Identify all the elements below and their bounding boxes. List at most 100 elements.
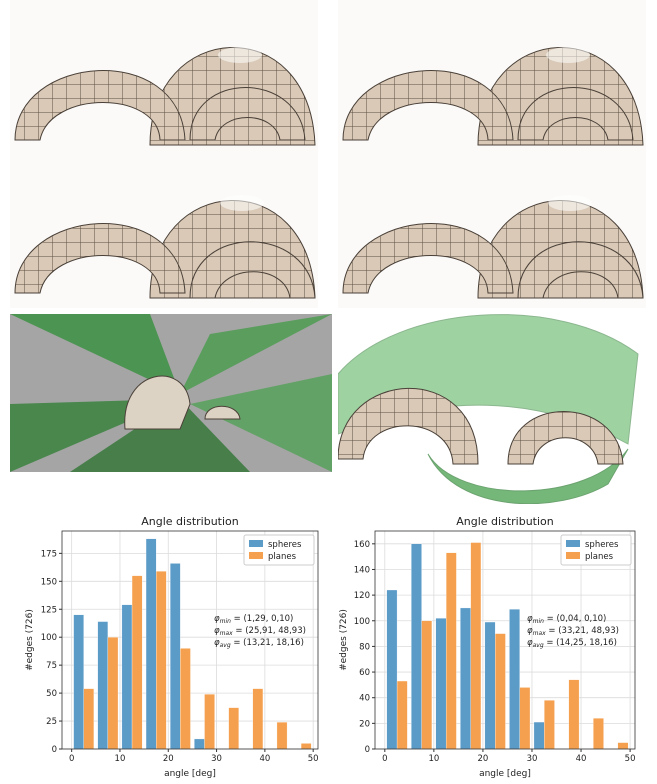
y-tick-label: 100 xyxy=(41,633,57,643)
plot-frame xyxy=(374,530,636,750)
bar-spheres xyxy=(145,538,157,750)
x-tick-label: 40 xyxy=(576,754,587,764)
bar-spheres xyxy=(484,621,496,750)
legend-swatch-spheres xyxy=(249,540,263,547)
bar-planes xyxy=(495,633,506,750)
x-axis-label: angle [deg] xyxy=(479,769,531,779)
x-tick-label: 0 xyxy=(382,754,387,764)
bar-planes xyxy=(568,679,580,750)
bar-planes xyxy=(300,743,312,750)
x-tick-label: 20 xyxy=(478,754,489,764)
bar-spheres xyxy=(386,589,398,750)
x-tick-label: 0 xyxy=(69,754,74,764)
bar-spheres xyxy=(435,618,447,750)
legend-swatch-planes xyxy=(566,552,580,559)
x-tick-label: 40 xyxy=(259,754,270,764)
y-tick-label: 75 xyxy=(46,661,57,671)
bar-planes xyxy=(617,742,629,750)
shell-render xyxy=(342,47,644,146)
angle-distribution-chart-right: Angle distribution 0 20 40 60 80 100 120 140 160 0… xyxy=(330,510,657,780)
x-tick-label: 50 xyxy=(625,754,636,764)
bar-planes xyxy=(156,571,167,750)
y-tick-label: 0 xyxy=(365,745,370,755)
bar-planes xyxy=(276,722,288,750)
render-panel-3 xyxy=(10,158,318,308)
y-tick-label: 100 xyxy=(354,617,370,627)
green-planes-render xyxy=(338,314,639,504)
x-tick-label: 30 xyxy=(211,754,222,764)
bar-planes xyxy=(204,694,215,750)
stats-annotation: φavg = (13,21, 18,16) xyxy=(214,638,304,649)
bar-spheres xyxy=(170,563,181,750)
render-panel-6 xyxy=(338,314,648,504)
y-tick-label: 160 xyxy=(354,540,370,550)
bar-planes xyxy=(519,687,531,750)
bar-planes xyxy=(107,637,119,750)
green-planes-render xyxy=(10,314,332,472)
x-tick-label: 20 xyxy=(163,754,174,764)
bar-planes xyxy=(180,648,191,750)
shell-render xyxy=(342,195,644,299)
chart-title: Angle distribution xyxy=(141,515,239,528)
bar-planes xyxy=(252,688,264,750)
render-panel-2 xyxy=(338,0,646,160)
stats-annotation: φavg = (14,25, 18,16) xyxy=(527,638,617,649)
bar-planes xyxy=(228,707,239,750)
bar-spheres xyxy=(411,543,422,750)
bar-planes xyxy=(445,552,457,750)
bar-planes xyxy=(544,700,555,750)
render-panel-4 xyxy=(338,158,646,308)
legend-label-spheres: spheres xyxy=(585,540,619,550)
y-tick-label: 40 xyxy=(359,694,370,704)
chart-title: Angle distribution xyxy=(456,515,554,528)
chart-svg: Angle distribution 0 25 50 75 100 125 150 175 0 10… xyxy=(25,515,319,779)
bar-spheres xyxy=(460,607,471,750)
legend-label-planes: planes xyxy=(268,552,297,562)
y-tick-label: 25 xyxy=(46,717,57,727)
legend-swatch-planes xyxy=(249,552,263,559)
y-tick-label: 175 xyxy=(41,549,57,559)
render-panel-5 xyxy=(10,314,332,472)
stats-annotation: φmin = (0,04, 0,10) xyxy=(527,614,606,625)
y-tick-label: 150 xyxy=(41,577,57,587)
x-tick-label: 50 xyxy=(308,754,319,764)
x-tick-label: 30 xyxy=(527,754,538,764)
x-tick-label: 10 xyxy=(428,754,439,764)
y-tick-label: 80 xyxy=(359,642,370,652)
bar-spheres xyxy=(509,609,520,750)
shell-render xyxy=(14,47,316,146)
y-axis-label: #edges (726) xyxy=(339,609,349,671)
bar-spheres xyxy=(121,604,133,750)
chart-svg: Angle distribution 0 20 40 60 80 100 120 140 160 0… xyxy=(339,515,636,779)
legend-swatch-spheres xyxy=(566,540,580,547)
bar-planes xyxy=(131,575,143,750)
stats-annotation: φmax = (33,21, 48,93) xyxy=(527,626,619,637)
bar-planes xyxy=(470,542,482,750)
bar-planes xyxy=(593,718,604,750)
y-tick-label: 125 xyxy=(41,605,57,615)
x-tick-label: 10 xyxy=(115,754,126,764)
render-panel-1 xyxy=(10,0,318,160)
plot-frame xyxy=(61,530,319,750)
bar-planes xyxy=(396,680,408,750)
legend-label-planes: planes xyxy=(585,552,614,562)
bar-planes xyxy=(83,688,95,750)
stats-annotation: φmax = (25,91, 48,93) xyxy=(214,626,306,637)
x-axis-label: angle [deg] xyxy=(164,769,216,779)
bar-spheres xyxy=(533,721,545,750)
y-tick-label: 60 xyxy=(359,668,370,678)
bar-spheres xyxy=(97,621,109,750)
shell-render xyxy=(14,195,316,299)
y-tick-label: 120 xyxy=(354,591,370,601)
stats-annotation: φmin = (1,29, 0,10) xyxy=(214,614,293,625)
bar-spheres xyxy=(73,614,84,750)
y-tick-label: 20 xyxy=(359,719,370,729)
y-tick-label: 50 xyxy=(46,689,57,699)
bar-spheres xyxy=(194,738,205,750)
legend-label-spheres: spheres xyxy=(268,540,302,550)
bar-planes xyxy=(421,620,433,750)
y-axis-label: #edges (726) xyxy=(25,609,35,671)
angle-distribution-chart-left: Angle distribution 0 25 50 75 100 125 150 175 0 10… xyxy=(0,510,330,780)
y-tick-label: 0 xyxy=(52,745,57,755)
y-tick-label: 140 xyxy=(354,565,370,575)
